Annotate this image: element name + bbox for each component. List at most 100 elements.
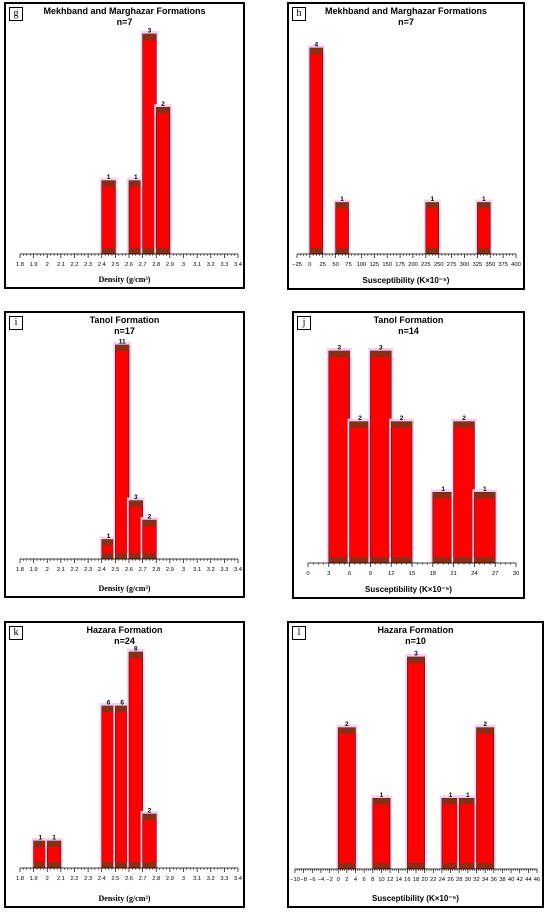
bar-cap	[33, 841, 48, 847]
bar-count-label: 1	[449, 792, 453, 799]
bar	[128, 180, 143, 255]
bar-base	[115, 553, 129, 559]
bar-cap	[101, 539, 116, 546]
x-tick-label: 325	[473, 262, 483, 268]
bar-base	[432, 557, 454, 563]
x-tick-label: 46	[534, 877, 540, 883]
x-tick-label: 2.7	[139, 262, 147, 268]
bar-count-label: 1	[39, 835, 43, 842]
bar-count-label: 1	[107, 533, 111, 540]
bar	[142, 813, 157, 869]
x-tick-label: 3.3	[220, 567, 228, 573]
bar-cap	[156, 107, 170, 114]
x-tick-label: 40	[508, 877, 514, 883]
x-tick-label: 2.8	[152, 567, 160, 573]
bar	[407, 656, 425, 870]
bar-base	[391, 557, 412, 563]
bar-base	[328, 557, 350, 563]
x-tick-label: 2.9	[166, 876, 174, 882]
bar-count-label: 1	[380, 792, 384, 799]
x-tick-label: 12	[387, 877, 393, 883]
chart-sample-count: n=7	[116, 17, 133, 27]
panel-label: k	[9, 626, 23, 640]
bar	[441, 798, 460, 870]
x-tick-label: 1.8	[16, 262, 24, 268]
bar-count-label: 1	[134, 174, 138, 181]
x-tick-label: 15	[409, 571, 415, 577]
bar-count-label: 2	[161, 101, 165, 108]
x-tick-label: 150	[382, 262, 392, 268]
x-tick-label: 100	[357, 262, 367, 268]
bar-cap	[142, 34, 157, 40]
x-tick-label: 4	[354, 877, 358, 883]
x-tick-label: 2.6	[125, 567, 133, 573]
bar-cap	[441, 798, 460, 805]
bar-cap	[476, 727, 494, 734]
x-tick-label: 0	[308, 262, 311, 268]
x-tick-label: 2.8	[152, 876, 160, 882]
x-axis-label: Susceptibility (K×10⁻⁵)	[362, 276, 450, 285]
bar-cap	[432, 492, 454, 499]
x-tick-label: 12	[388, 571, 394, 577]
x-tick-label: 2.3	[84, 262, 92, 268]
x-tick-label: −6	[309, 877, 316, 883]
x-tick-label: 34	[482, 877, 489, 883]
chart-title-text: Hazara Formation	[377, 625, 454, 635]
bar-cap	[335, 202, 349, 209]
x-tick-label: 2.2	[70, 567, 78, 573]
x-tick-label: 2.8	[152, 262, 160, 268]
bar	[349, 421, 371, 564]
bar-count-label: 6	[120, 700, 124, 707]
panel-label: h	[292, 7, 306, 21]
bar-count-label: 11	[119, 339, 126, 346]
bar-cap	[142, 814, 157, 820]
x-tick-label: 3.2	[207, 567, 215, 573]
x-tick-label: −25	[292, 262, 302, 268]
x-tick-label: 10	[378, 877, 384, 883]
x-axis-label: Density (g/cm³)	[98, 584, 151, 593]
bar-cap	[129, 180, 143, 187]
panel-label: g	[9, 7, 23, 21]
bar-base	[370, 557, 392, 563]
x-tick-label: 30	[513, 571, 519, 577]
bar-cap	[115, 706, 129, 712]
x-tick-label: 0	[306, 571, 309, 577]
x-tick-label: 14	[395, 877, 402, 883]
bar-count-label: 3	[337, 345, 341, 352]
x-tick-label: 2.7	[139, 567, 147, 573]
bar-base	[425, 248, 439, 254]
x-tick-label: 2.6	[125, 262, 133, 268]
x-tick-label: 3.1	[193, 262, 201, 268]
bar-base	[441, 863, 460, 869]
x-tick-label: 3	[182, 876, 185, 882]
x-tick-label: 3	[327, 571, 330, 577]
bar-count-label: 2	[358, 415, 362, 422]
x-tick-label: −2	[326, 877, 333, 883]
x-tick-label: 3.3	[220, 876, 228, 882]
x-tick-label: 300	[460, 262, 470, 268]
x-tick-label: 18	[430, 571, 436, 577]
bar-count-label: 2	[483, 721, 487, 728]
bar-base	[474, 557, 496, 563]
x-tick-label: 200	[408, 262, 418, 268]
bar-count-label: 6	[107, 700, 111, 707]
bar	[101, 180, 116, 255]
chart-title-text: Mekhband and Marghazar Formations	[43, 6, 206, 16]
x-tick-label: 8	[371, 877, 374, 883]
bar-base	[142, 862, 157, 868]
bar-count-label: 1	[466, 792, 470, 799]
x-tick-label: 2.6	[125, 876, 133, 882]
bar-cap	[115, 345, 129, 351]
panel-k: 1 1 6 6 8 2 1.8 1.9 2 2.1 2.2 2.3 2.4 2.5 2.6 2.7 2.8 2.9…	[4, 621, 245, 908]
x-tick-label: −4	[318, 877, 325, 883]
bar	[155, 107, 171, 255]
chart-sample-count: n=17	[114, 326, 135, 336]
bar	[335, 202, 349, 255]
x-tick-label: 3.4	[234, 876, 243, 882]
x-tick-label: 2.9	[166, 262, 174, 268]
x-tick-label: 2.4	[98, 262, 107, 268]
bar-cap	[338, 727, 356, 734]
x-tick-label: 6	[348, 571, 351, 577]
x-tick-label: 350	[485, 262, 495, 268]
